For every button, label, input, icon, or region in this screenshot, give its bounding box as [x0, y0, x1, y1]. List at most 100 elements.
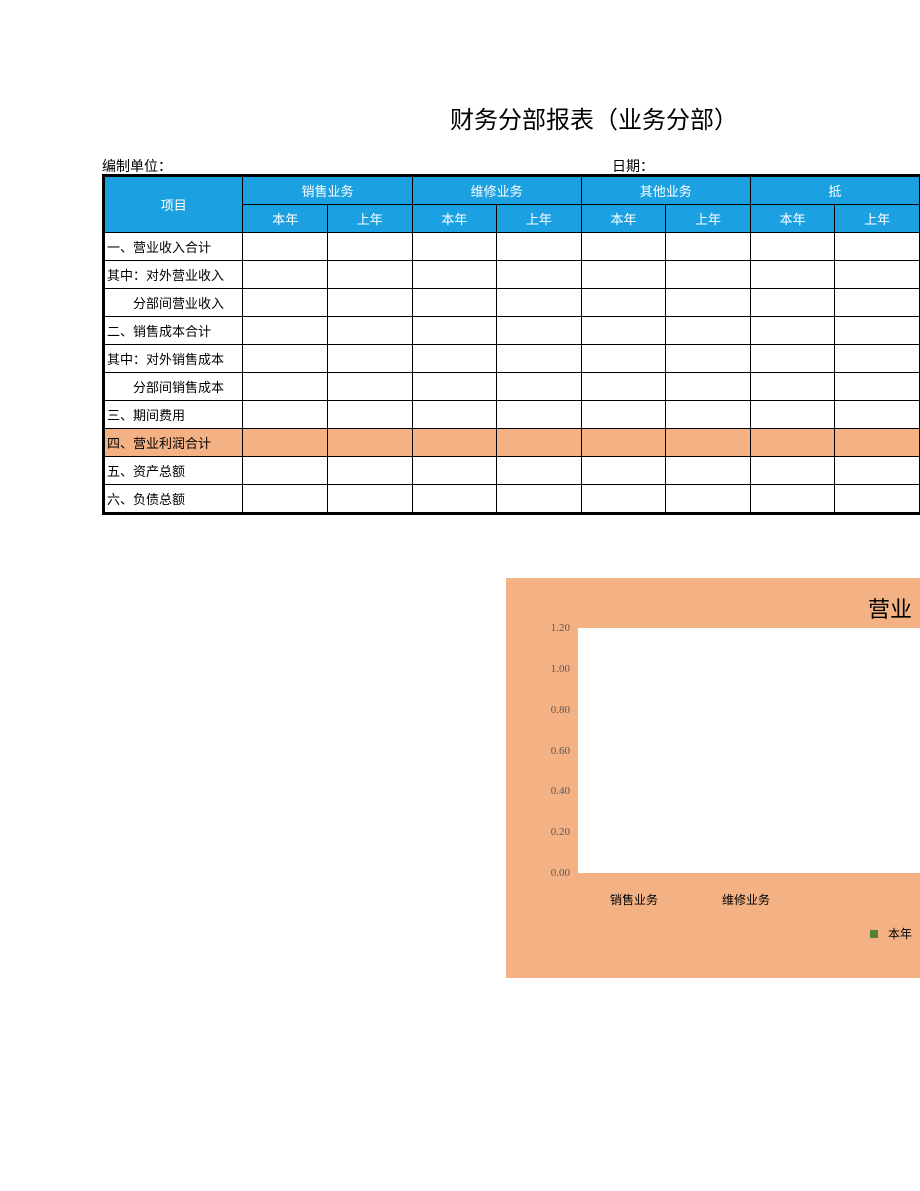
data-cell[interactable]	[412, 457, 497, 485]
data-cell[interactable]	[666, 233, 751, 261]
col-header-group-1: 维修业务	[412, 177, 581, 205]
data-cell[interactable]	[412, 485, 497, 513]
data-cell[interactable]	[243, 233, 328, 261]
data-cell[interactable]	[750, 373, 835, 401]
data-cell[interactable]	[835, 233, 920, 261]
data-cell[interactable]	[412, 373, 497, 401]
data-cell[interactable]	[497, 457, 582, 485]
table-row: 一、营业收入合计	[105, 233, 920, 261]
data-cell[interactable]	[581, 485, 666, 513]
data-cell[interactable]	[497, 373, 582, 401]
data-cell[interactable]	[835, 373, 920, 401]
data-cell[interactable]	[581, 289, 666, 317]
data-cell[interactable]	[412, 233, 497, 261]
data-cell[interactable]	[835, 485, 920, 513]
data-cell[interactable]	[497, 345, 582, 373]
row-label: 三、期间费用	[105, 401, 243, 429]
data-cell[interactable]	[243, 485, 328, 513]
data-cell[interactable]	[497, 401, 582, 429]
data-cell[interactable]	[412, 429, 497, 457]
data-cell[interactable]	[327, 457, 412, 485]
data-cell[interactable]	[327, 289, 412, 317]
segment-table-wrap: 项目 销售业务 维修业务 其他业务 抵 本年 上年 本年 上年 本年 上年 本年…	[102, 174, 920, 515]
data-cell[interactable]	[412, 261, 497, 289]
data-cell[interactable]	[327, 401, 412, 429]
data-cell[interactable]	[581, 233, 666, 261]
data-cell[interactable]	[750, 429, 835, 457]
data-cell[interactable]	[497, 233, 582, 261]
data-cell[interactable]	[412, 345, 497, 373]
data-cell[interactable]	[581, 401, 666, 429]
row-label: 二、销售成本合计	[105, 317, 243, 345]
data-cell[interactable]	[243, 401, 328, 429]
table-row: 分部间销售成本	[105, 373, 920, 401]
data-cell[interactable]	[412, 317, 497, 345]
data-cell[interactable]	[581, 345, 666, 373]
data-cell[interactable]	[666, 485, 751, 513]
data-cell[interactable]	[750, 233, 835, 261]
table-row: 其中：对外销售成本	[105, 345, 920, 373]
data-cell[interactable]	[243, 345, 328, 373]
data-cell[interactable]	[750, 289, 835, 317]
row-label: 其中：对外销售成本	[105, 345, 243, 373]
data-cell[interactable]	[750, 345, 835, 373]
data-cell[interactable]	[666, 373, 751, 401]
data-cell[interactable]	[327, 345, 412, 373]
data-cell[interactable]	[666, 317, 751, 345]
data-cell[interactable]	[750, 401, 835, 429]
chart-ytick: 0.40	[540, 785, 570, 797]
chart-plot-area	[578, 628, 920, 873]
data-cell[interactable]	[243, 289, 328, 317]
row-label: 五、资产总额	[105, 457, 243, 485]
data-cell[interactable]	[243, 429, 328, 457]
data-cell[interactable]	[327, 261, 412, 289]
data-cell[interactable]	[581, 373, 666, 401]
unit-label: 编制单位：	[102, 156, 172, 176]
data-cell[interactable]	[327, 373, 412, 401]
data-cell[interactable]	[327, 485, 412, 513]
data-cell[interactable]	[750, 485, 835, 513]
data-cell[interactable]	[835, 317, 920, 345]
data-cell[interactable]	[666, 345, 751, 373]
data-cell[interactable]	[581, 317, 666, 345]
chart-ytick: 1.00	[540, 663, 570, 675]
data-cell[interactable]	[412, 401, 497, 429]
data-cell[interactable]	[581, 261, 666, 289]
data-cell[interactable]	[497, 429, 582, 457]
data-cell[interactable]	[750, 261, 835, 289]
data-cell[interactable]	[327, 429, 412, 457]
data-cell[interactable]	[327, 233, 412, 261]
data-cell[interactable]	[835, 261, 920, 289]
data-cell[interactable]	[581, 457, 666, 485]
col-sub-current-0: 本年	[243, 205, 328, 233]
data-cell[interactable]	[243, 457, 328, 485]
data-cell[interactable]	[497, 261, 582, 289]
data-cell[interactable]	[497, 317, 582, 345]
data-cell[interactable]	[750, 317, 835, 345]
data-cell[interactable]	[497, 289, 582, 317]
data-cell[interactable]	[666, 457, 751, 485]
data-cell[interactable]	[243, 261, 328, 289]
data-cell[interactable]	[666, 289, 751, 317]
data-cell[interactable]	[835, 289, 920, 317]
data-cell[interactable]	[666, 401, 751, 429]
data-cell[interactable]	[666, 261, 751, 289]
data-cell[interactable]	[835, 429, 920, 457]
data-cell[interactable]	[835, 457, 920, 485]
data-cell[interactable]	[581, 429, 666, 457]
data-cell[interactable]	[327, 317, 412, 345]
data-cell[interactable]	[835, 401, 920, 429]
data-cell[interactable]	[666, 429, 751, 457]
data-cell[interactable]	[243, 373, 328, 401]
data-cell[interactable]	[835, 345, 920, 373]
chart-ytick: 0.00	[540, 867, 570, 879]
data-cell[interactable]	[750, 457, 835, 485]
data-cell[interactable]	[243, 317, 328, 345]
data-cell[interactable]	[497, 485, 582, 513]
legend-series-label: 本年	[888, 925, 912, 942]
chart-title: 营业	[868, 592, 912, 624]
data-cell[interactable]	[412, 289, 497, 317]
chart-xtick: 销售业务	[594, 891, 674, 908]
col-sub-current-2: 本年	[581, 205, 666, 233]
date-label: 日期：	[612, 156, 654, 176]
